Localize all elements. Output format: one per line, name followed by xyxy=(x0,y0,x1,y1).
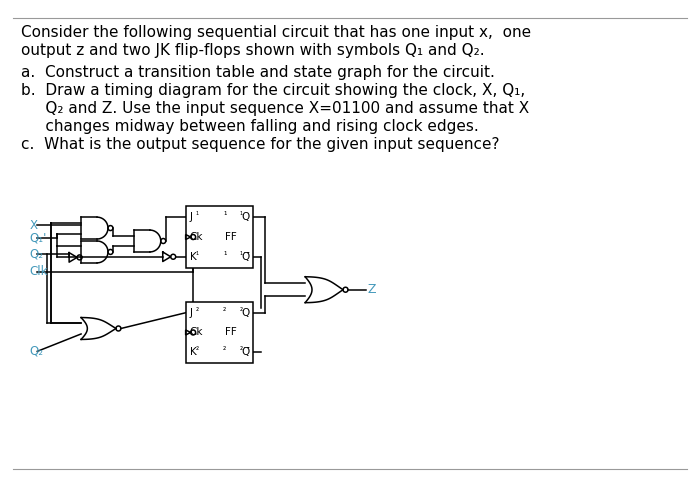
Text: K: K xyxy=(190,252,197,262)
Text: ₂: ₂ xyxy=(195,304,199,313)
Text: ₁: ₁ xyxy=(239,208,242,217)
Text: ₂: ₂ xyxy=(239,343,243,352)
Text: output z and two JK flip-flops shown with symbols Q₁ and Q₂.: output z and two JK flip-flops shown wit… xyxy=(21,43,485,58)
Bar xyxy=(186,302,253,363)
Text: c.  What is the output sequence for the given input sequence?: c. What is the output sequence for the g… xyxy=(21,136,500,152)
Text: ₁: ₁ xyxy=(223,248,226,257)
Text: X: X xyxy=(29,219,37,231)
Text: ₁: ₁ xyxy=(239,248,242,257)
Text: ₁: ₁ xyxy=(195,208,199,217)
Text: J: J xyxy=(190,308,193,318)
Text: Q: Q xyxy=(241,308,249,318)
Text: a.  Construct a transition table and state graph for the circuit.: a. Construct a transition table and stat… xyxy=(21,65,495,80)
Text: ₁: ₁ xyxy=(195,248,199,257)
Text: Q̅: Q̅ xyxy=(241,347,249,357)
Text: FF: FF xyxy=(225,232,237,242)
Text: ₂: ₂ xyxy=(195,343,199,352)
Text: Ck: Ck xyxy=(190,232,203,242)
Text: ₂: ₂ xyxy=(239,304,243,313)
Text: Z: Z xyxy=(368,283,377,296)
Text: Q₂: Q₂ xyxy=(29,345,43,358)
Text: J: J xyxy=(190,212,193,222)
Text: FF: FF xyxy=(225,327,237,337)
Text: Ck: Ck xyxy=(190,327,203,337)
Text: K: K xyxy=(190,347,197,357)
Text: Q₂ and Z. Use the input sequence X=01100 and assume that X: Q₂ and Z. Use the input sequence X=01100… xyxy=(21,101,530,116)
Text: ₂: ₂ xyxy=(223,304,226,313)
Text: Q₁': Q₁' xyxy=(29,231,47,244)
Text: Q̅: Q̅ xyxy=(241,252,249,262)
Bar xyxy=(186,206,253,268)
Text: ₁: ₁ xyxy=(223,208,226,217)
Text: changes midway between falling and rising clock edges.: changes midway between falling and risin… xyxy=(21,119,479,134)
Text: Q: Q xyxy=(241,212,249,222)
Text: Consider the following sequential circuit that has one input x,  one: Consider the following sequential circui… xyxy=(21,25,531,40)
Text: Q₂: Q₂ xyxy=(29,247,43,260)
Text: b.  Draw a timing diagram for the circuit showing the clock, X, Q₁,: b. Draw a timing diagram for the circuit… xyxy=(21,83,526,98)
Text: Clk: Clk xyxy=(29,265,48,278)
Text: ₂: ₂ xyxy=(223,343,226,352)
